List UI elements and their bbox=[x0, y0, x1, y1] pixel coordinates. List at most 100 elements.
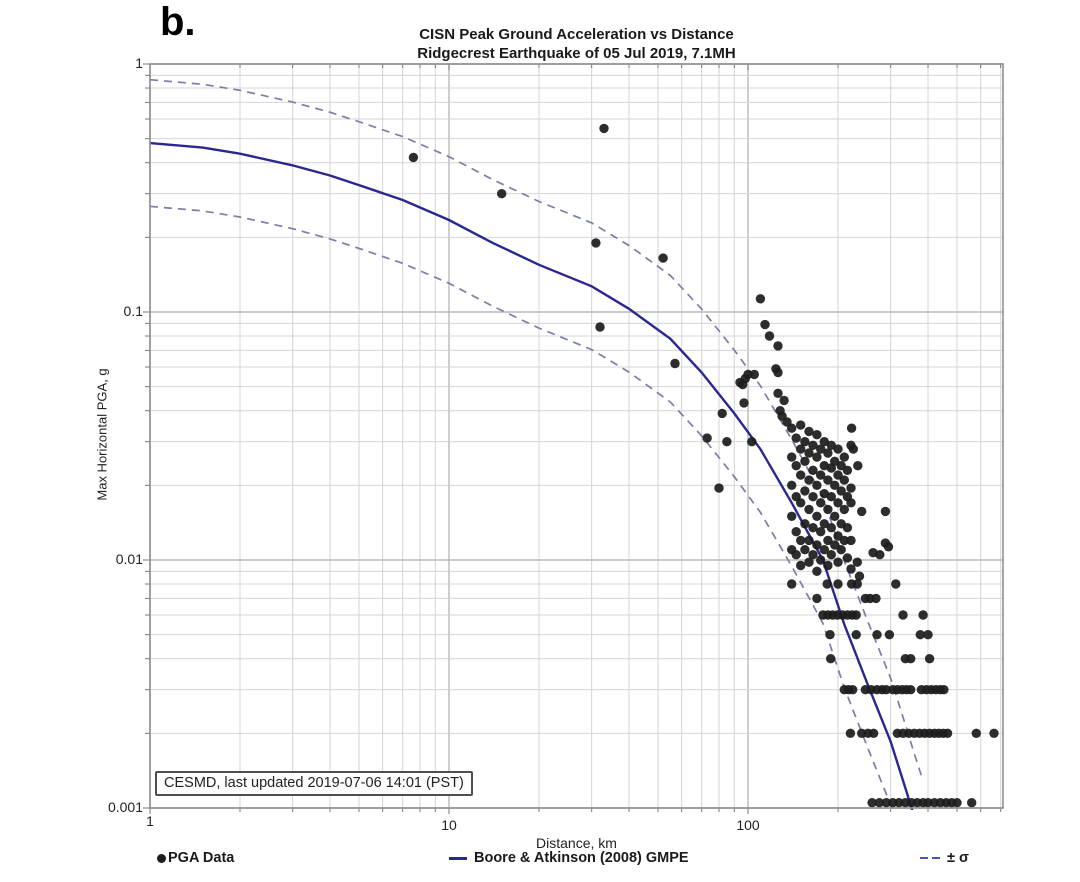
pga-data-point bbox=[804, 504, 814, 515]
pga-data-point bbox=[825, 630, 835, 640]
pga-data-marker-icon bbox=[157, 853, 166, 863]
chart-title-line2: Ridgecrest Earthquake of 05 Jul 2019, 7.… bbox=[417, 45, 736, 62]
pga-data-point bbox=[800, 519, 810, 529]
pga-data-point bbox=[823, 504, 833, 515]
y-tick-0.01: 0.01 bbox=[115, 551, 143, 567]
pga-data-point bbox=[852, 557, 862, 567]
pga-data-point bbox=[842, 553, 853, 563]
pga-data-point bbox=[868, 728, 879, 738]
pga-data-point bbox=[804, 557, 814, 567]
pga-data-point bbox=[787, 480, 797, 490]
pga-data-point bbox=[497, 189, 507, 199]
pga-data-point bbox=[773, 341, 783, 351]
legend-item-gmpe: Boore & Atkinson (2008) GMPE bbox=[449, 850, 689, 866]
pga-data-point bbox=[823, 560, 833, 571]
pga-data-point bbox=[846, 483, 856, 493]
pga-data-point bbox=[714, 483, 724, 493]
pga-data-point bbox=[812, 480, 822, 490]
pga-data-point bbox=[853, 461, 863, 471]
pga-data-point bbox=[846, 564, 856, 574]
pga-data-point bbox=[779, 395, 789, 406]
pga-data-point bbox=[830, 480, 840, 490]
pga-data-point bbox=[599, 123, 609, 134]
sigma-upper-curve bbox=[150, 78, 923, 776]
pga-data-point bbox=[800, 437, 810, 447]
pga-data-point bbox=[826, 654, 836, 664]
pga-data-point bbox=[722, 437, 732, 447]
pga-data-point bbox=[791, 433, 801, 443]
pga-data-point bbox=[891, 579, 901, 589]
pga-data-point bbox=[883, 542, 894, 552]
x-tick-100: 100 bbox=[736, 817, 760, 833]
pga-data-point bbox=[906, 654, 916, 664]
pga-data-point bbox=[839, 535, 849, 546]
pga-data-point bbox=[819, 519, 829, 529]
pga-data-point bbox=[854, 571, 865, 581]
legend: PGA Data Boore & Atkinson (2008) GMPE ± … bbox=[0, 850, 1080, 878]
pga-data-point bbox=[833, 579, 843, 589]
pga-data-point bbox=[787, 579, 797, 589]
pga-data-point bbox=[773, 367, 783, 378]
pga-data-point bbox=[918, 610, 928, 620]
pga-data-point bbox=[739, 398, 749, 408]
pga-data-point bbox=[852, 579, 862, 589]
pga-data-point bbox=[898, 610, 908, 620]
pga-data-point bbox=[749, 369, 759, 380]
chart-title-line1: CISN Peak Ground Acceleration vs Distanc… bbox=[419, 26, 734, 43]
cesmd-annotation: CESMD, last updated 2019-07-06 14:01 (PS… bbox=[155, 771, 473, 796]
pga-data-point bbox=[833, 444, 843, 454]
pga-data-point bbox=[595, 322, 605, 332]
pga-data-point bbox=[836, 486, 846, 496]
pga-data-point bbox=[952, 798, 962, 808]
y-tick-1: 1 bbox=[135, 55, 143, 71]
pga-data-point bbox=[812, 452, 822, 462]
pga-data-point bbox=[787, 423, 797, 433]
pga-data-point bbox=[826, 550, 836, 560]
pga-data-point bbox=[846, 535, 856, 546]
pga-data-point bbox=[842, 465, 853, 475]
pga-data-point bbox=[591, 238, 601, 248]
legend-label-gmpe: Boore & Atkinson (2008) GMPE bbox=[474, 850, 689, 866]
pga-data-point bbox=[915, 630, 925, 640]
pga-data-point bbox=[848, 685, 858, 695]
y-tick-0.1: 0.1 bbox=[123, 303, 143, 319]
pga-data-point bbox=[804, 426, 814, 437]
pga-data-point bbox=[848, 444, 858, 454]
pga-data-point bbox=[796, 470, 806, 480]
pga-data-point bbox=[819, 437, 829, 447]
pga-data-point bbox=[812, 540, 822, 550]
pga-data-point bbox=[760, 319, 770, 330]
pga-data-point bbox=[787, 452, 797, 462]
pga-points-group bbox=[408, 123, 999, 808]
pga-data-point bbox=[833, 498, 843, 508]
x-axis-title: Distance, km bbox=[536, 835, 617, 851]
pga-data-point bbox=[816, 527, 826, 537]
pga-data-point bbox=[804, 475, 814, 485]
pga-data-point bbox=[846, 423, 857, 433]
x-tick-1: 1 bbox=[146, 813, 154, 829]
pga-data-point bbox=[800, 456, 810, 466]
pga-data-point bbox=[717, 408, 727, 419]
pga-data-point bbox=[884, 630, 895, 640]
pga-data-point bbox=[819, 545, 829, 555]
pga-data-point bbox=[816, 498, 826, 508]
pga-data-point bbox=[800, 486, 810, 496]
pga-data-point bbox=[808, 550, 818, 560]
pga-data-point bbox=[942, 728, 953, 738]
pga-data-point bbox=[906, 685, 916, 695]
pga-data-point bbox=[658, 253, 668, 263]
legend-label-pga-data: PGA Data bbox=[168, 850, 235, 866]
sigma-lower-curve bbox=[150, 205, 894, 810]
pga-data-point bbox=[787, 511, 797, 521]
pga-data-point bbox=[791, 527, 801, 537]
pga-data-point bbox=[867, 798, 877, 808]
pga-data-point bbox=[880, 506, 891, 517]
pga-data-point bbox=[851, 630, 861, 640]
y-tick-0.001: 0.001 bbox=[107, 799, 143, 815]
legend-item-pga-data: PGA Data bbox=[157, 850, 234, 866]
plot-border bbox=[149, 63, 1004, 809]
pga-data-point bbox=[842, 523, 853, 533]
pga-data-point bbox=[823, 475, 833, 485]
pga-data-point bbox=[845, 728, 856, 738]
